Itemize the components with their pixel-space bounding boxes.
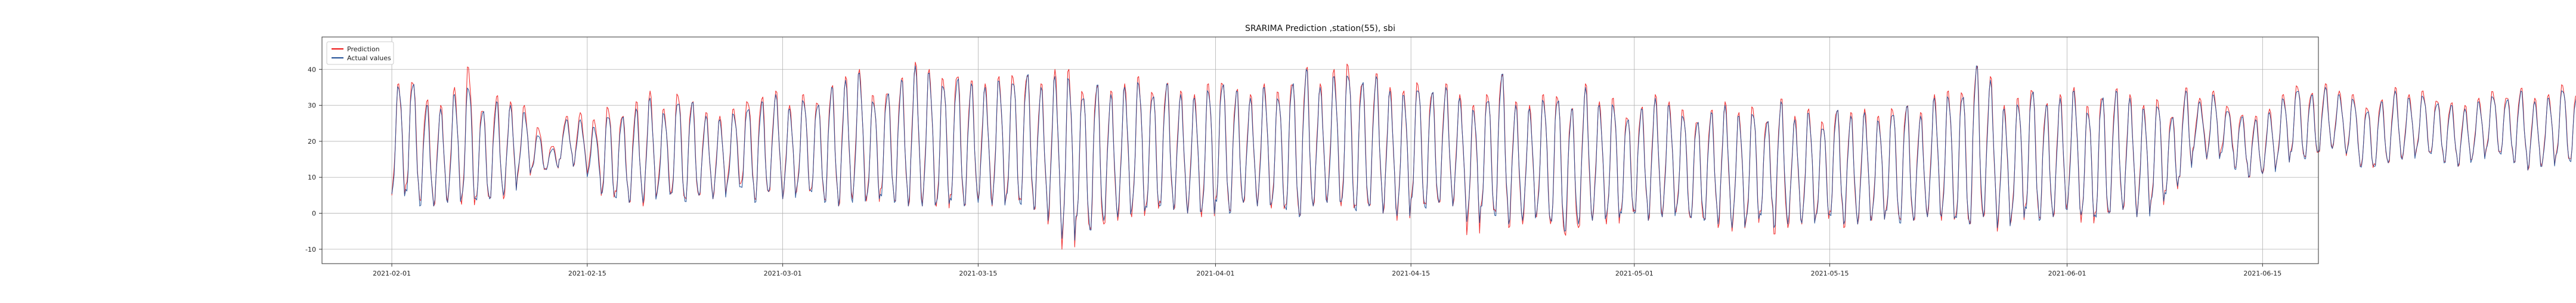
y-axis: -10 0 10 20 30 40 — [305, 66, 322, 253]
plot-area-frame — [321, 36, 2319, 264]
legend-box — [326, 41, 394, 65]
chart-title: SRARIMA Prediction ,station(55), sbi — [1245, 24, 1395, 33]
x-tick-label: 2021-04-15 — [1392, 270, 1430, 277]
x-tick-label: 2021-06-01 — [2048, 270, 2086, 277]
x-tick-label: 2021-05-15 — [1811, 270, 1849, 277]
grid-lines — [322, 37, 2318, 264]
x-tick-label: 2021-05-01 — [1615, 270, 1654, 277]
legend: Prediction Actual values — [326, 41, 394, 65]
y-tick-label: 40 — [308, 66, 316, 73]
legend-label-prediction: Prediction — [347, 45, 380, 53]
y-tick-label: 0 — [312, 210, 316, 218]
x-tick-label: 2021-03-15 — [959, 270, 997, 277]
x-tick-label: 2021-04-01 — [1196, 270, 1234, 277]
y-tick-label: 20 — [308, 138, 316, 146]
x-tick-label: 2021-06-15 — [2243, 270, 2281, 277]
x-axis: 2021-02-01 2021-02-15 2021-03-01 2021-03-15… — [373, 264, 2281, 277]
y-tick-label: 30 — [308, 102, 316, 110]
y-tick-label: 10 — [308, 174, 316, 181]
x-tick-label: 2021-02-15 — [568, 270, 606, 277]
x-tick-label: 2021-03-01 — [764, 270, 802, 277]
series-layer — [391, 61, 2576, 250]
y-tick-label: -10 — [305, 246, 316, 253]
x-tick-label: 2021-02-01 — [373, 270, 411, 277]
series-line-actual-values — [391, 65, 2576, 241]
legend-label-actual-values: Actual values — [347, 54, 391, 62]
